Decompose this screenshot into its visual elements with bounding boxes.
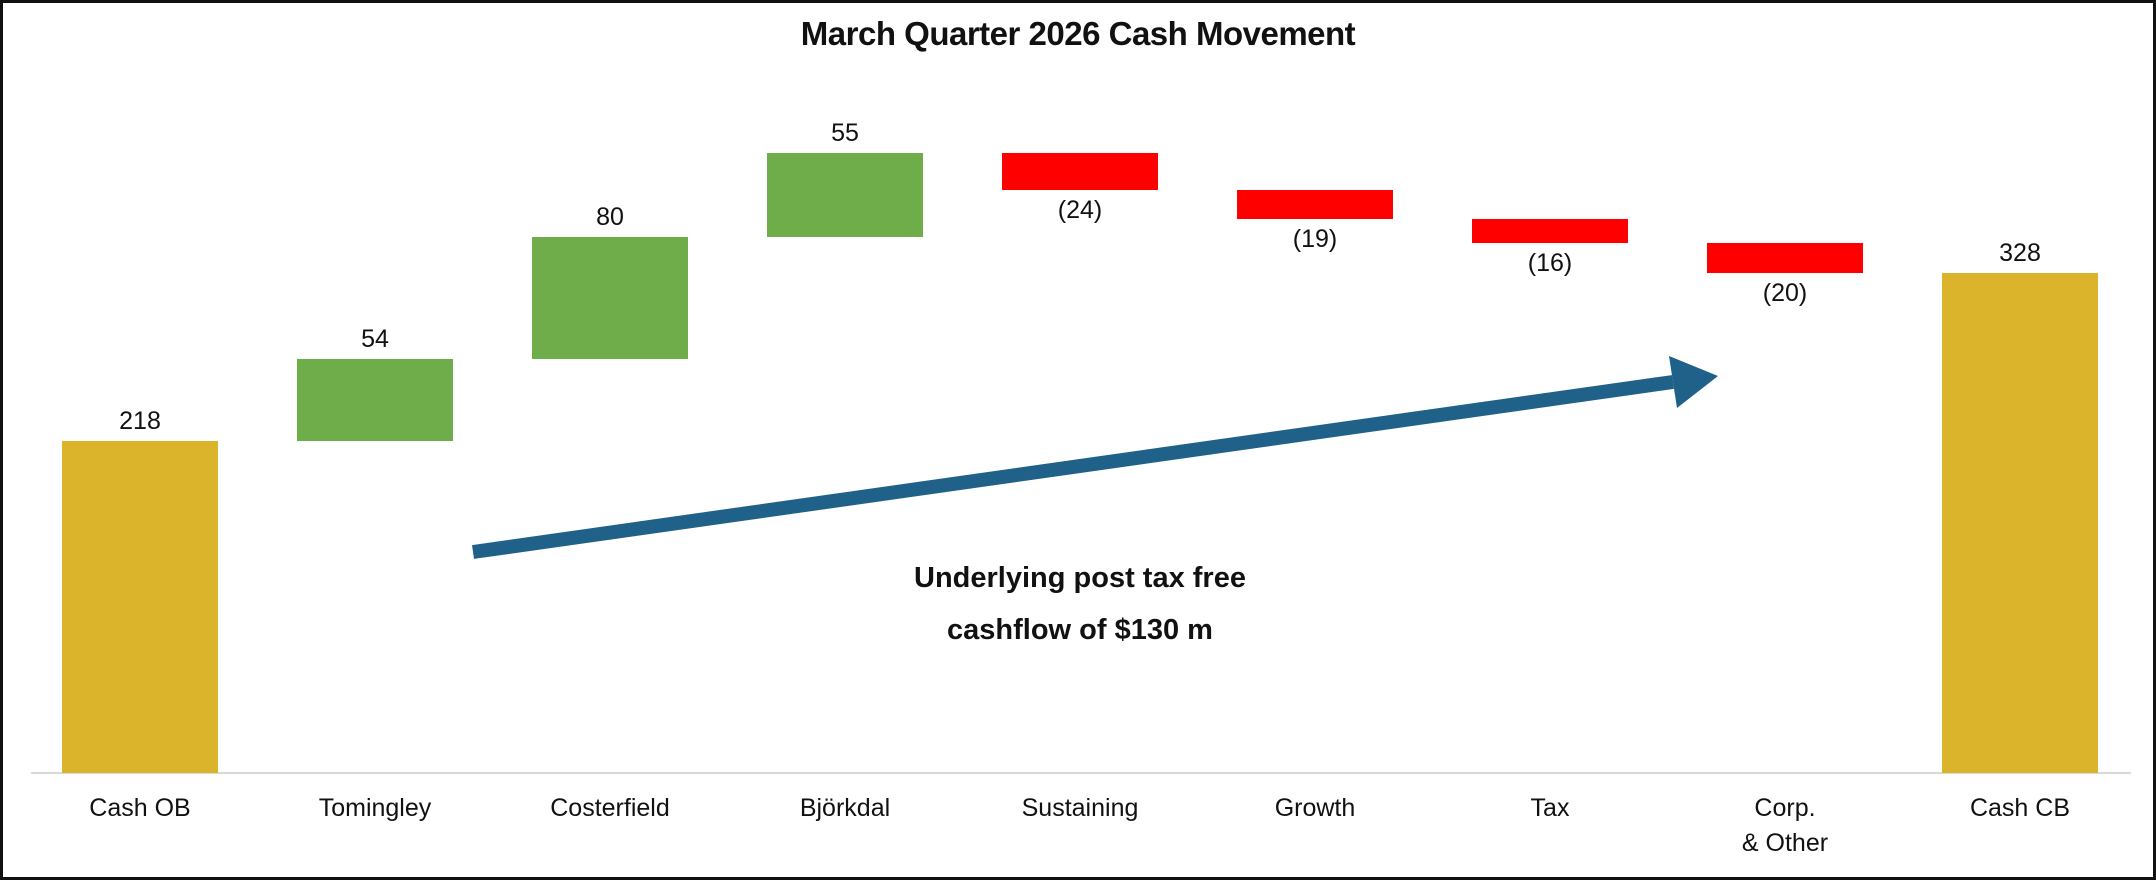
- x-axis-label-tax: Tax: [1530, 794, 1570, 822]
- bar-costerfield: [532, 236, 688, 359]
- baseline-gridline: [31, 772, 2131, 774]
- value-label-sustaining: (24): [1057, 195, 1103, 224]
- bar-corp-other: [1707, 242, 1863, 274]
- bar-growth: [1237, 189, 1393, 219]
- chart-title: March Quarter 2026 Cash Movement: [800, 15, 1356, 52]
- bar-bj-rkdal: [767, 153, 923, 237]
- annotation-line2: cashflow of $130 m: [947, 614, 1213, 646]
- value-label-tax: (16): [1527, 248, 1573, 277]
- value-label-growth: (19): [1292, 224, 1338, 253]
- value-label-cash-ob: 218: [119, 406, 161, 435]
- x-axis-label-costerfield: Costerfield: [550, 794, 670, 822]
- x-axis-label-bj-rkdal: Björkdal: [799, 794, 891, 822]
- trend-arrow: [472, 356, 1718, 559]
- bar-tomingley: [297, 358, 453, 441]
- trend-arrow-head: [1669, 356, 1718, 408]
- x-axis-label-cash-cb: Cash CB: [1969, 794, 2071, 822]
- annotation-line1: Underlying post tax free: [914, 562, 1246, 594]
- x-axis-label-sustaining: Sustaining: [1021, 794, 1139, 822]
- annotation-callout: Underlying post tax free cashflow of $13…: [630, 552, 1530, 656]
- value-label-tomingley: 54: [361, 324, 389, 353]
- value-label-corp-other: (20): [1762, 279, 1808, 308]
- bar-cash-ob: [62, 440, 218, 773]
- x-axis-label-cash-ob: Cash OB: [89, 794, 191, 822]
- bar-cash-cb: [1942, 273, 2098, 773]
- x-axis-label-tomingley: Tomingley: [318, 794, 432, 822]
- value-label-cash-cb: 328: [1999, 239, 2041, 268]
- bar-sustaining: [1002, 153, 1158, 190]
- x-axis-label-growth: Growth: [1274, 794, 1356, 822]
- value-label-bj-rkdal: 55: [831, 119, 859, 148]
- trend-arrow-shaft: [472, 375, 1674, 559]
- value-label-costerfield: 80: [596, 202, 624, 231]
- waterfall-plot: Underlying post tax free cashflow of $13…: [3, 3, 2153, 877]
- bar-tax: [1472, 218, 1628, 243]
- x-axis-label-corp-other: Corp. & Other: [1741, 794, 1829, 857]
